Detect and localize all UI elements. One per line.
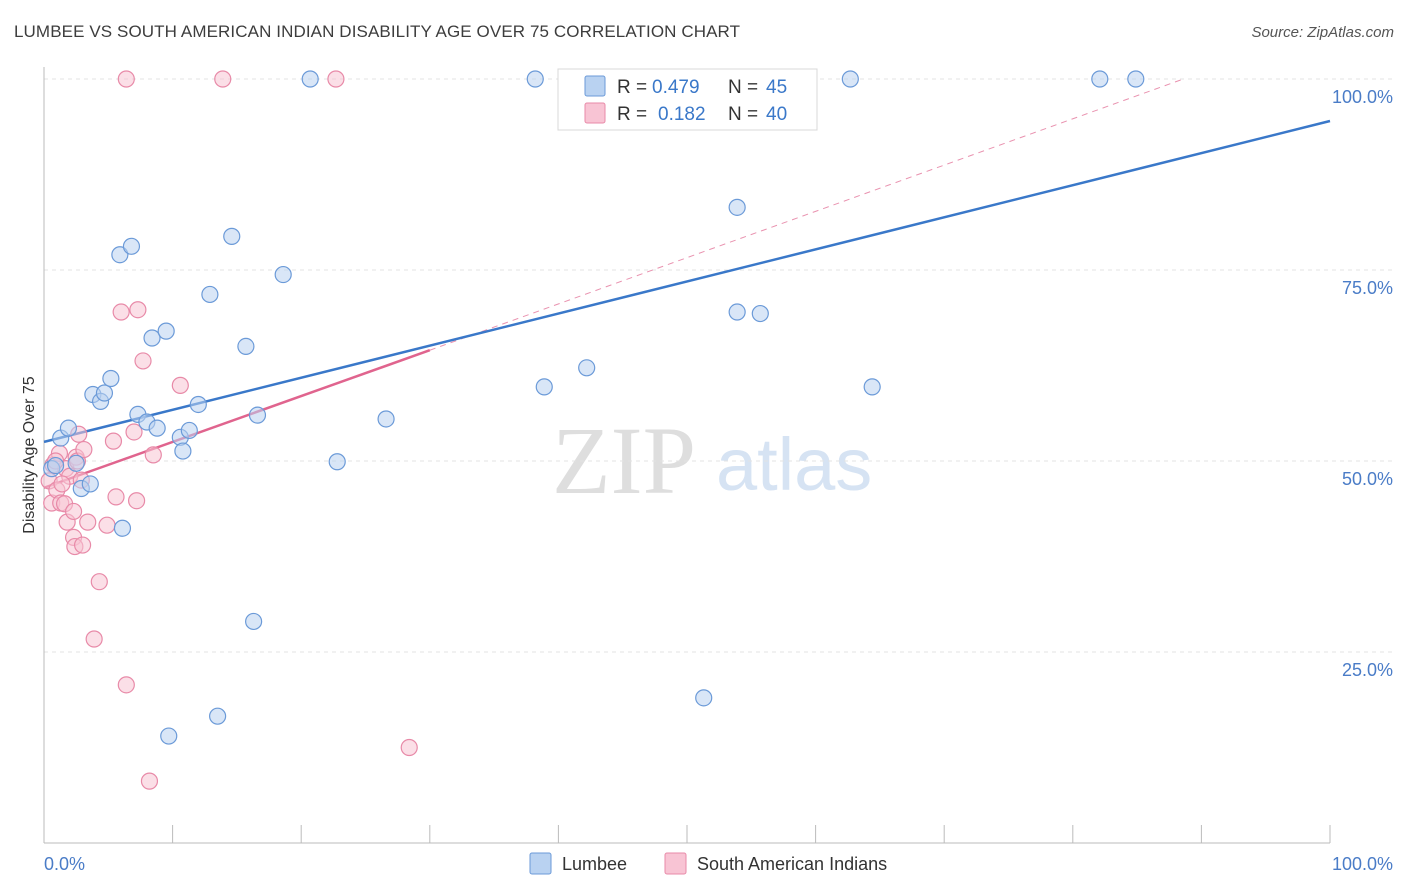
south-american-indian-point — [129, 301, 147, 319]
south-american-indian-point — [98, 516, 116, 534]
source-credit: Source: ZipAtlas.com — [1251, 24, 1394, 41]
lumbee-point — [245, 612, 263, 631]
lumbee-point — [248, 406, 267, 424]
legend-n-label-1: N = — [728, 77, 758, 98]
y-tick-label: 75.0% — [1342, 278, 1393, 298]
correlation-legend: R = 0.479 N = 45 R = 0.182 N = 40 — [557, 68, 818, 131]
south-american-indian-point — [112, 303, 130, 321]
south-american-indian-point — [400, 738, 418, 757]
y-tick-label: 50.0% — [1342, 469, 1393, 489]
south-american-indian-point — [125, 423, 143, 441]
legend-r-label-2: R = — [617, 104, 647, 125]
legend-r-value-1: 0.479 — [652, 77, 700, 98]
lumbee-point — [160, 727, 178, 745]
south-american-indian-point — [140, 772, 159, 790]
legend-r-value-2: 0.182 — [658, 104, 706, 125]
lumbee-point — [174, 442, 192, 460]
lumbee-point — [67, 454, 85, 472]
south-american-indian-point — [214, 70, 232, 88]
lumbee-point — [180, 421, 198, 440]
south-american-indian-point — [117, 70, 135, 88]
watermark-atlas: atlas — [716, 423, 872, 506]
axes — [43, 67, 1331, 844]
y-tick-label: 25.0% — [1342, 660, 1393, 680]
lumbee-point — [201, 285, 219, 304]
legend-r-label-1: R = — [617, 77, 647, 98]
south-american-indian-point — [75, 440, 93, 459]
lumbee-point — [209, 707, 227, 725]
lumbee-point — [1127, 70, 1145, 88]
lumbee-point — [1091, 70, 1109, 88]
sa-trend-extension — [429, 78, 1184, 351]
legend-n-label-2: N = — [728, 104, 758, 125]
x-tick-label-max: 100.0% — [1332, 854, 1393, 874]
south-american-indian-point — [171, 376, 189, 394]
south-american-indian-point — [117, 676, 135, 694]
lumbee-point — [148, 419, 166, 437]
south-american-indian-point — [73, 536, 92, 554]
bottom-legend-label-sa: South American Indians — [697, 854, 887, 874]
lumbee-point — [113, 519, 132, 537]
bottom-legend-swatch-sa — [664, 852, 687, 875]
legend-swatch-sa — [584, 102, 606, 124]
south-american-indian-point — [144, 446, 162, 464]
lumbee-point — [59, 419, 78, 437]
chart-title: LUMBEE VS SOUTH AMERICAN INDIAN DISABILI… — [14, 22, 741, 41]
lumbee-point — [695, 689, 713, 707]
x-tick-label-min: 0.0% — [44, 854, 85, 874]
bottom-legend-swatch-lumbee — [529, 852, 552, 875]
lumbee-point — [102, 369, 120, 388]
lumbee-point — [728, 303, 746, 321]
sa-trend-line — [43, 349, 431, 489]
lumbee-point — [223, 227, 241, 245]
lumbee-point — [535, 378, 553, 396]
lumbee-point — [301, 70, 319, 88]
south-american-indian-point — [64, 502, 83, 521]
south-american-indian-point — [90, 573, 108, 591]
lumbee-point — [157, 322, 175, 340]
south-american-indian-point — [107, 488, 125, 506]
lumbee-point — [189, 395, 207, 414]
lumbee-point — [863, 378, 881, 396]
lumbee-point — [841, 70, 859, 88]
lumbee-point — [377, 410, 395, 428]
lumbee-point — [111, 246, 129, 264]
south-american-indian-point — [79, 513, 97, 531]
lumbee-point — [328, 453, 346, 471]
bottom-legend-label-lumbee: Lumbee — [562, 854, 627, 874]
lumbee-point — [728, 198, 746, 216]
series-legend: Lumbee South American Indians — [529, 852, 887, 875]
trend-lines — [43, 78, 1331, 489]
gridlines — [44, 78, 1393, 653]
lumbee-point — [237, 337, 255, 355]
south-american-indian-point — [127, 492, 146, 510]
lumbee-point — [46, 456, 65, 475]
lumbee-point — [122, 237, 141, 255]
y-tick-label: 100.0% — [1332, 87, 1393, 107]
lumbee-trend-line — [43, 119, 1331, 444]
lumbee-point — [526, 70, 544, 88]
legend-n-value-1: 45 — [766, 77, 787, 98]
lumbee-point — [143, 329, 161, 347]
y-tick-labels: 100.0% 75.0% 50.0% 25.0% — [1332, 87, 1393, 680]
south-american-indian-point — [53, 475, 71, 493]
legend-swatch-lumbee — [584, 75, 606, 97]
south-american-indian-point — [85, 630, 103, 648]
lumbee-point — [81, 475, 99, 493]
y-axis-label: Disability Age Over 75 — [21, 376, 38, 534]
lumbee-point — [95, 384, 114, 402]
south-american-indian-point — [134, 352, 152, 370]
south-american-indian-point — [104, 432, 123, 450]
legend-n-value-2: 40 — [766, 104, 787, 125]
south-american-indian-point — [327, 70, 345, 88]
lumbee-point — [578, 359, 596, 377]
data-points — [40, 70, 1145, 790]
lumbee-point — [751, 304, 769, 323]
lumbee-point — [274, 265, 292, 284]
